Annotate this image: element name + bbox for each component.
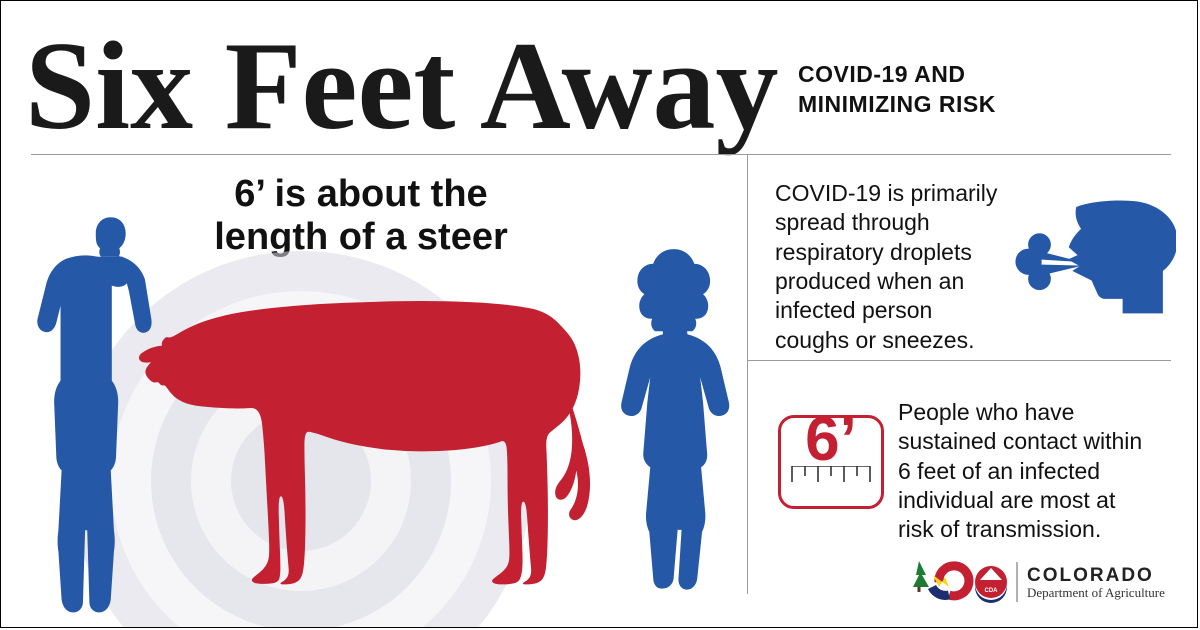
svg-text:Department of Agriculture: Department of Agriculture: [1027, 585, 1165, 600]
svg-text:COLORADO: COLORADO: [1027, 565, 1154, 586]
svg-text:CDA: CDA: [985, 588, 999, 594]
